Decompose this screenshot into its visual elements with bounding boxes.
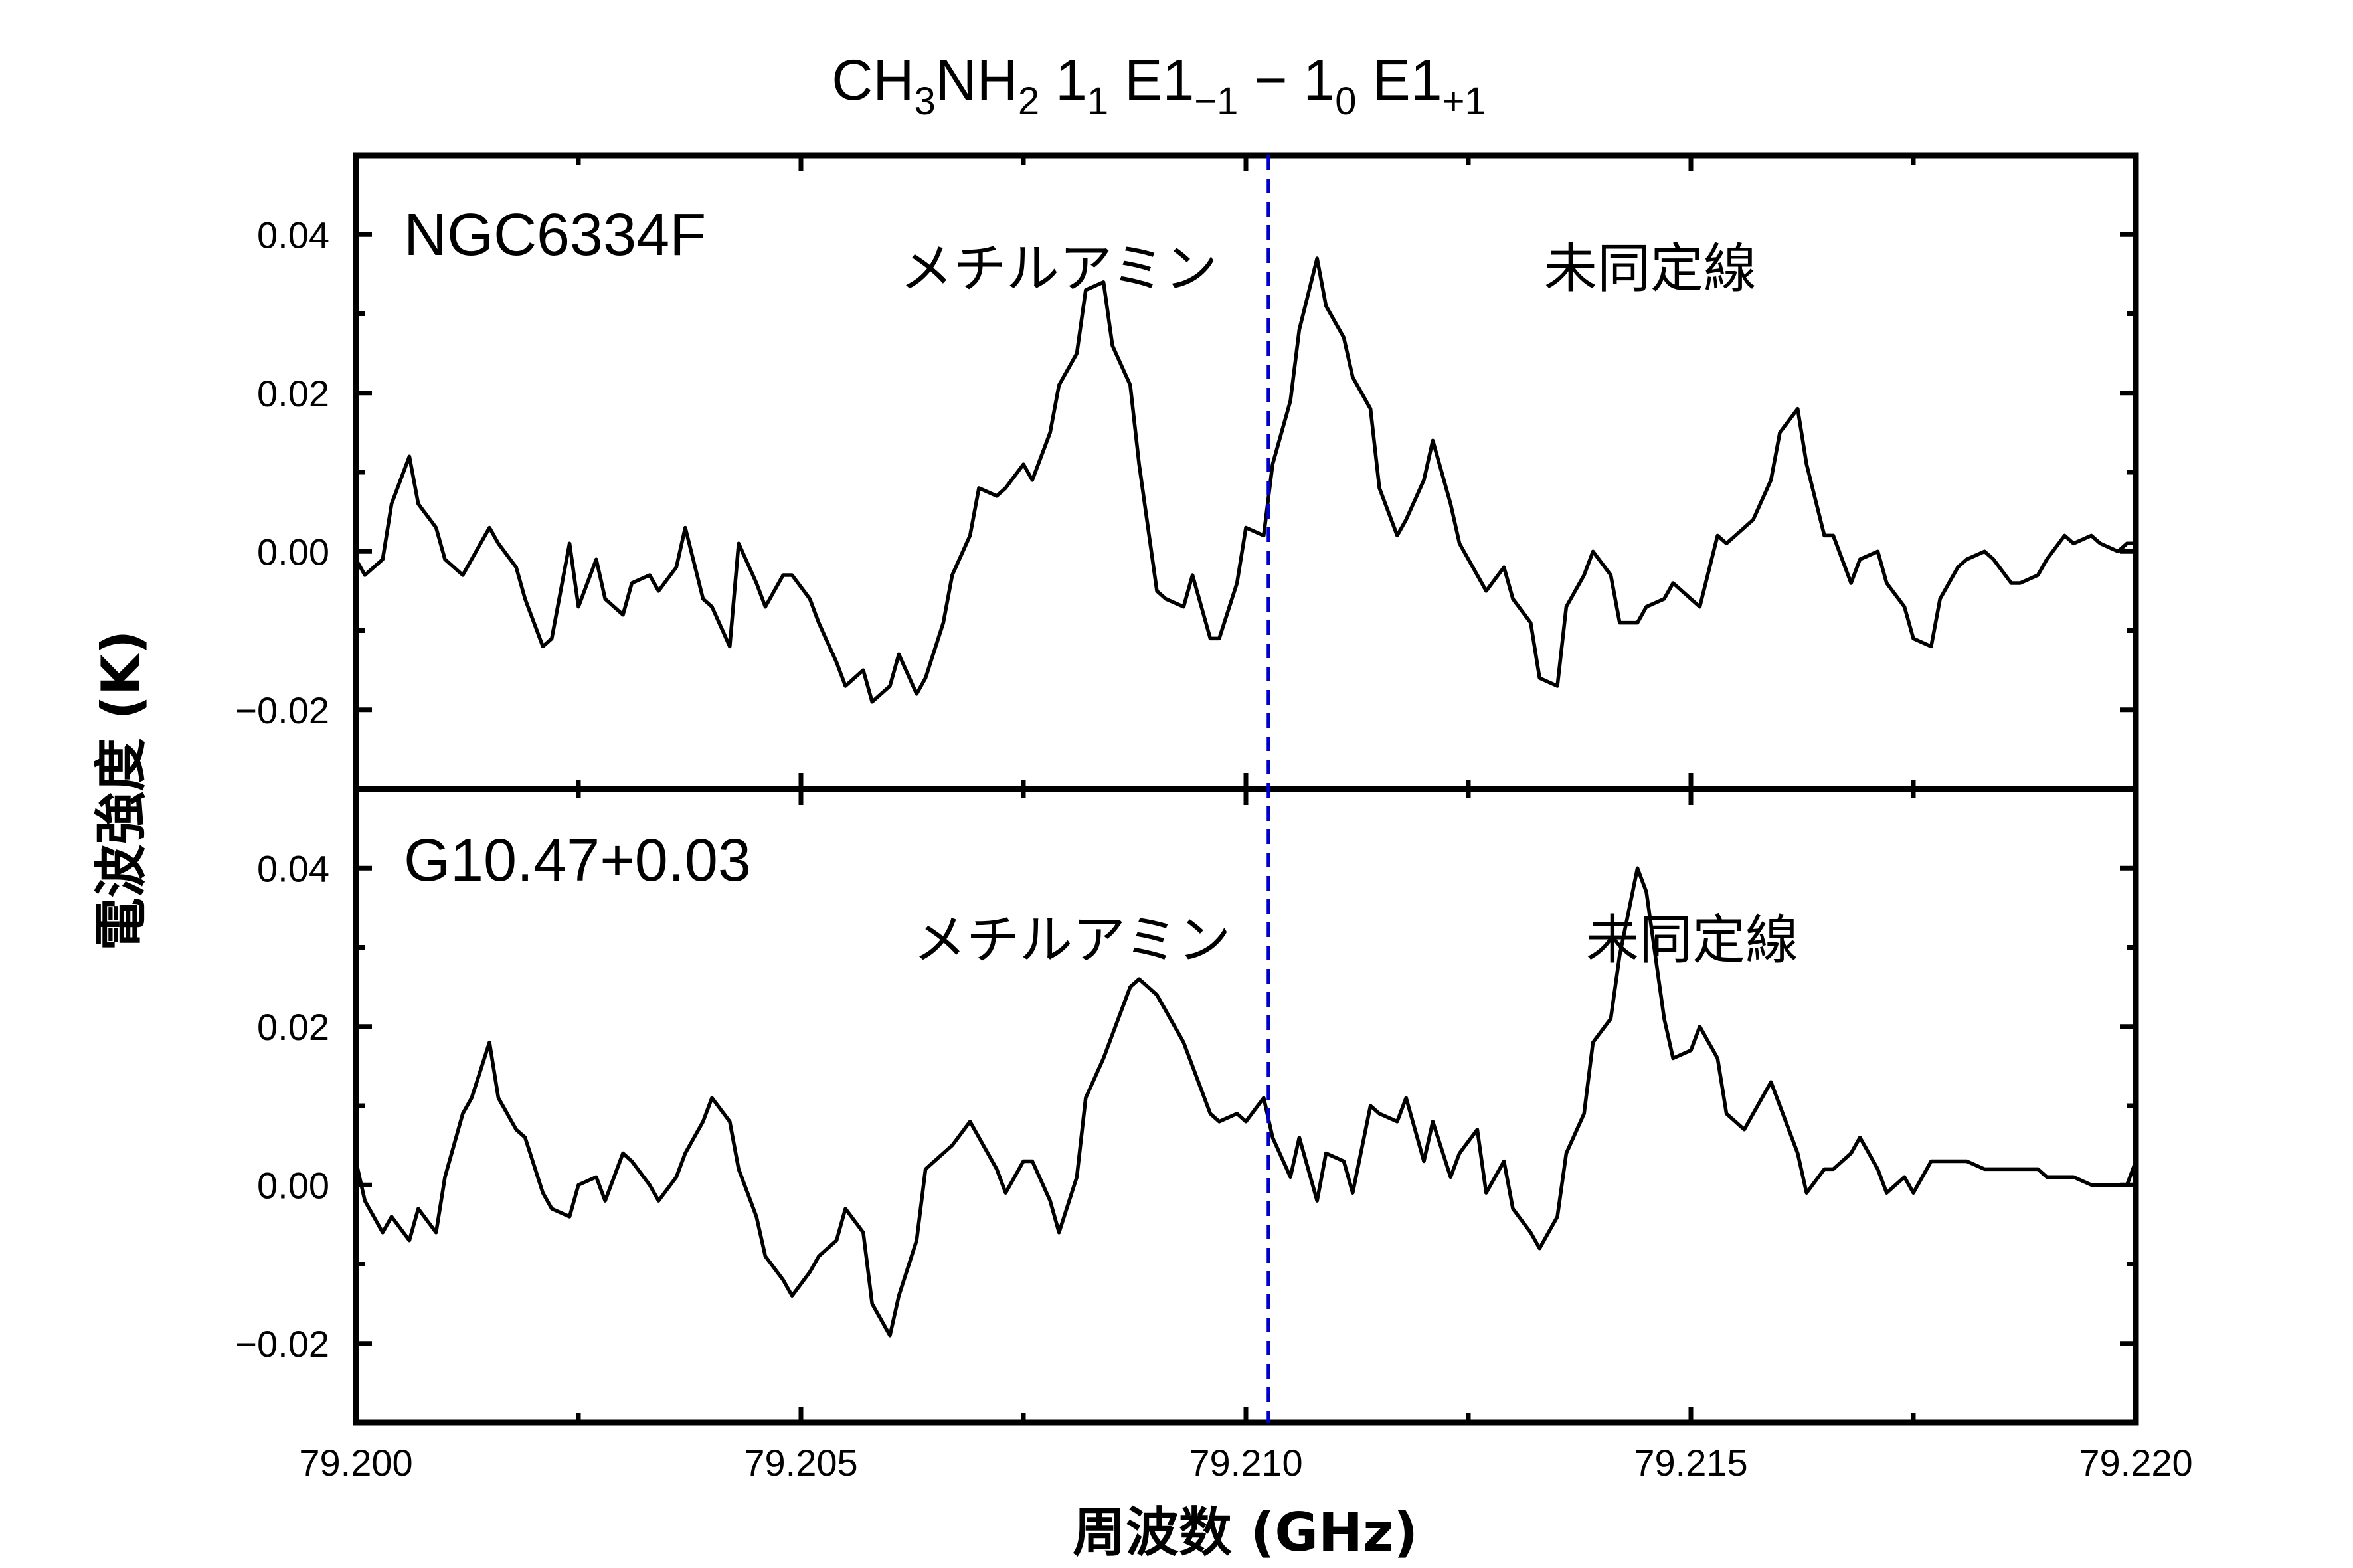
x-tick-label: 79.210 [1189, 1442, 1302, 1484]
x-tick-label: 79.215 [1634, 1442, 1747, 1484]
y-tick-label: 0.04 [257, 214, 329, 256]
y-tick-label: −0.02 [235, 1323, 329, 1365]
y-tick-label: 0.00 [257, 1164, 329, 1206]
y-tick-label: 0.00 [257, 531, 329, 572]
annotation-unidentified-line: 未同定線 [1586, 909, 1798, 971]
x-axis-title: 周波数 (GHz) [1073, 1502, 1418, 1563]
panel-g10-47: 0.04 0.02 0.00 −0.02 G10.47+0.03 メチルアミン 未同定… [235, 786, 2139, 1426]
x-axis: 79.200 79.205 79.210 79.215 79.220 [299, 1442, 2192, 1484]
y-axis-title: 電波強度 (K) [90, 630, 152, 951]
spectrum-series [354, 866, 2138, 1338]
y-tick-label: 0.04 [257, 847, 329, 889]
panel-ngc6334f: 0.04 0.02 0.00 −0.02 NGC6334F メチルアミン 未同定線 [235, 152, 2139, 792]
y-tick-label: −0.02 [235, 689, 329, 731]
x-tick-label: 79.205 [744, 1442, 857, 1484]
y-ticks-top: 0.04 0.02 0.00 −0.02 [235, 155, 2138, 789]
panel-label: NGC6334F [404, 202, 706, 268]
x-tick-label: 79.200 [299, 1442, 412, 1484]
x-tick-label: 79.220 [2079, 1442, 2192, 1484]
annotation-methylamine: メチルアミン [913, 909, 1231, 971]
panel-label: G10.47+0.03 [404, 828, 751, 894]
spectrum-series [354, 256, 2136, 704]
annotation-methylamine: メチルアミン [900, 238, 1217, 300]
y-tick-label: 0.02 [257, 373, 329, 414]
spectrum-line-bottom [354, 866, 2138, 1338]
chart-title: CH3NH2 11 E1−1 − 10 E1+1 [831, 48, 1486, 123]
y-ticks-bottom: 0.04 0.02 0.00 −0.02 [235, 789, 2138, 1423]
y-tick-label: 0.02 [257, 1006, 329, 1048]
annotation-unidentified-line: 未同定線 [1544, 238, 1757, 300]
spectrum-line-top [354, 256, 2136, 704]
